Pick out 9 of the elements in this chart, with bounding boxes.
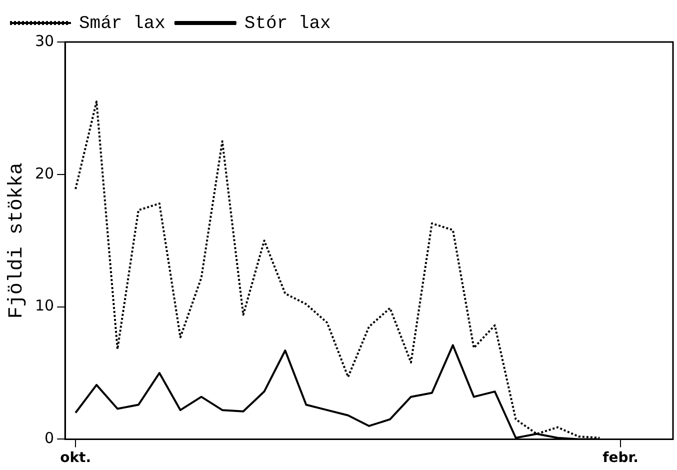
legend-label: Stór lax (244, 14, 331, 34)
legend-label: Smár lax (79, 14, 166, 34)
y-tick-label: 10 (34, 296, 54, 315)
y-tick-label: 20 (34, 164, 54, 182)
x-tick-label: febr. (602, 450, 639, 466)
x-tick-label: okt. (60, 450, 92, 466)
y-axis-title: Fjöldi stökka (5, 162, 28, 319)
y-tick-label: 0 (44, 429, 54, 448)
y-tick-label: 30 (34, 32, 54, 50)
